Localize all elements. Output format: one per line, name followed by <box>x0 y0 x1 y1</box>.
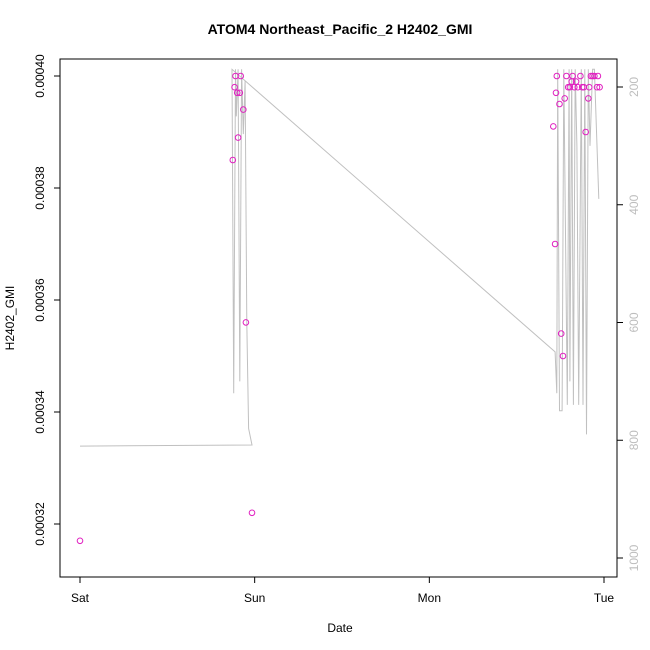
x-axis-label: Date <box>327 621 353 635</box>
data-point <box>237 72 244 80</box>
data-point <box>234 134 242 141</box>
data-point <box>231 83 238 91</box>
data-point <box>594 72 602 80</box>
data-point <box>571 83 578 91</box>
y-right-tick-label: 400 <box>627 194 641 214</box>
y-tick-label: 0.00038 <box>33 166 47 210</box>
data-point <box>574 83 582 91</box>
y-tick-label: 0.00040 <box>33 54 47 98</box>
y-right-tick-label: 1000 <box>627 544 641 571</box>
y-right-axis: 200 400 600 800 1000 <box>617 77 641 571</box>
data-point <box>569 72 576 80</box>
data-point <box>559 352 567 360</box>
series-line <box>79 68 600 447</box>
data-point <box>556 100 563 108</box>
data-point <box>585 95 592 102</box>
chart-title: ATOM4 Northeast_Pacific_2 H2402_GMI <box>208 21 473 37</box>
data-point <box>240 106 247 113</box>
y-right-tick-label: 800 <box>627 430 641 450</box>
plot-series <box>76 68 603 545</box>
data-point <box>593 83 601 91</box>
x-tick-label: Sat <box>71 591 90 605</box>
x-tick-label: Tue <box>594 591 615 605</box>
x-tick-label: Sun <box>244 591 265 605</box>
data-point <box>233 89 241 97</box>
y-axis: 0.00032 0.00034 0.00036 0.00038 0.00040 <box>33 54 60 546</box>
data-point <box>561 95 569 102</box>
data-point <box>551 240 559 248</box>
data-point <box>585 83 593 91</box>
y-right-tick-label: 600 <box>627 312 641 332</box>
data-point <box>577 72 584 80</box>
data-point <box>76 537 84 545</box>
y-right-tick-label: 200 <box>627 77 641 97</box>
y-axis-label: H2402_GMI <box>3 286 17 351</box>
data-point <box>582 128 590 136</box>
data-point <box>563 72 570 80</box>
y-tick-label: 0.00036 <box>33 278 47 322</box>
data-point <box>591 72 598 80</box>
data-point <box>248 509 256 517</box>
y-tick-label: 0.00034 <box>33 390 47 434</box>
data-point <box>596 83 603 91</box>
data-point <box>566 83 574 91</box>
y-tick-label: 0.00032 <box>33 502 47 546</box>
data-point <box>553 72 561 80</box>
x-tick-label: Mon <box>418 591 441 605</box>
data-point <box>557 330 565 337</box>
data-point <box>236 89 244 97</box>
plot-frame <box>59 58 618 578</box>
x-axis: Sat Sun Mon Tue <box>71 577 614 605</box>
data-point <box>550 123 557 130</box>
data-point <box>242 319 250 326</box>
data-point <box>229 156 237 164</box>
data-point <box>552 89 560 97</box>
